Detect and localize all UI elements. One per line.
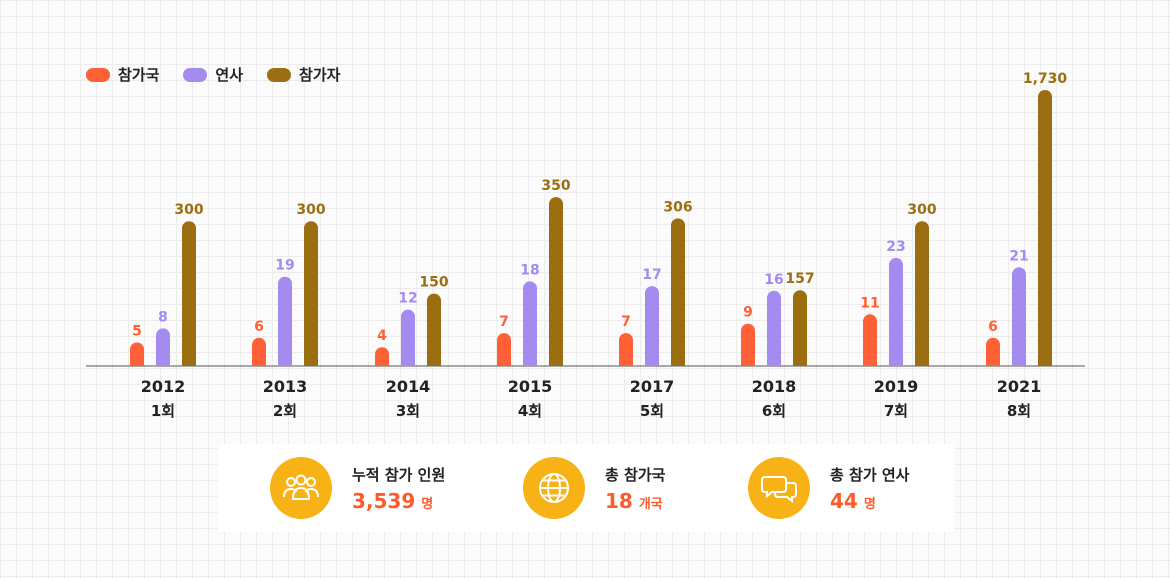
bar-countries-2013 bbox=[252, 337, 266, 366]
bar-countries-2014 bbox=[375, 347, 389, 366]
x-tick-label-2021: 2021 bbox=[997, 377, 1042, 396]
stat-unit: 명 bbox=[421, 496, 434, 512]
bar-speakers-2018 bbox=[767, 290, 781, 366]
legend-swatch-countries bbox=[86, 67, 110, 82]
bar-speakers-2021 bbox=[1012, 267, 1026, 366]
stat-unit: 명 bbox=[863, 496, 876, 512]
chat-bubbles-icon bbox=[748, 457, 810, 519]
data-label-speakers-2021: 21 bbox=[1009, 248, 1028, 264]
bar-participants-2013 bbox=[304, 221, 318, 366]
bar-speakers-2012 bbox=[156, 328, 170, 366]
data-label-countries-2012: 5 bbox=[132, 324, 142, 340]
bar-participants-2021 bbox=[1038, 90, 1052, 366]
stat-unit: 개국 bbox=[638, 496, 663, 512]
bar-countries-2018 bbox=[741, 323, 755, 366]
data-label-participants-2021: 1,730 bbox=[1023, 71, 1068, 87]
x-tick-label-2013: 2013 bbox=[263, 377, 308, 396]
bar-participants-2014 bbox=[427, 293, 441, 366]
data-label-countries-2018: 9 bbox=[743, 305, 753, 321]
stat-total-countries: 총 참가국 18 개국 bbox=[523, 444, 665, 532]
x-sub-label-2015: 4회 bbox=[518, 402, 542, 420]
data-label-participants-2012: 300 bbox=[174, 202, 203, 218]
legend-item-speakers: 연사 bbox=[183, 64, 243, 85]
x-sub-label-2021: 8회 bbox=[1007, 402, 1031, 420]
x-sub-label-2013: 2회 bbox=[273, 402, 297, 420]
x-sub-label-2014: 3회 bbox=[396, 402, 420, 420]
bar-countries-2012 bbox=[130, 342, 144, 366]
summary-panel: 누적 참가 인원 3,539 명 총 참가국 18 개국 bbox=[218, 444, 954, 532]
data-label-participants-2014: 150 bbox=[419, 275, 448, 291]
x-tick-label-2017: 2017 bbox=[630, 377, 675, 396]
data-label-participants-2019: 300 bbox=[907, 202, 936, 218]
data-label-countries-2021: 6 bbox=[988, 319, 998, 335]
data-label-countries-2014: 4 bbox=[377, 328, 387, 344]
bar-participants-2019 bbox=[915, 221, 929, 366]
data-label-participants-2015: 350 bbox=[541, 178, 570, 194]
stat-total-participants: 누적 참가 인원 3,539 명 bbox=[270, 444, 445, 532]
data-label-participants-2013: 300 bbox=[296, 202, 325, 218]
data-label-countries-2015: 7 bbox=[499, 314, 509, 330]
bar-participants-2018 bbox=[793, 290, 807, 366]
globe-icon bbox=[523, 457, 585, 519]
people-icon bbox=[270, 457, 332, 519]
x-sub-label-2019: 7회 bbox=[884, 402, 908, 420]
x-sub-label-2018: 6회 bbox=[762, 402, 786, 420]
legend-label-countries: 참가국 bbox=[118, 66, 160, 84]
data-label-speakers-2014: 12 bbox=[398, 291, 417, 307]
data-label-speakers-2013: 19 bbox=[275, 258, 294, 274]
chart-legend: 참가국 연사 참가자 bbox=[86, 64, 340, 85]
bar-countries-2019 bbox=[863, 314, 877, 366]
bar-participants-2012 bbox=[182, 221, 196, 366]
stat-value: 18 bbox=[605, 488, 633, 513]
legend-swatch-speakers bbox=[183, 67, 208, 82]
data-label-participants-2018: 157 bbox=[785, 271, 814, 287]
stat-label: 총 참가국 bbox=[605, 465, 666, 484]
data-label-countries-2013: 6 bbox=[254, 319, 264, 335]
data-label-speakers-2017: 17 bbox=[642, 267, 661, 283]
data-label-speakers-2019: 23 bbox=[886, 239, 905, 255]
bar-participants-2017 bbox=[671, 218, 685, 366]
data-label-countries-2017: 7 bbox=[621, 314, 631, 330]
bar-speakers-2014 bbox=[401, 309, 415, 366]
data-label-countries-2019: 11 bbox=[860, 295, 879, 311]
data-label-speakers-2018: 16 bbox=[764, 272, 783, 288]
bar-participants-2015 bbox=[549, 197, 563, 366]
legend-swatch-participants bbox=[267, 67, 292, 82]
x-tick-label-2019: 2019 bbox=[874, 377, 919, 396]
legend-label-speakers: 연사 bbox=[215, 66, 244, 84]
bar-countries-2021 bbox=[986, 337, 1000, 366]
bar-speakers-2015 bbox=[523, 281, 537, 366]
x-tick-label-2018: 2018 bbox=[752, 377, 797, 396]
data-label-participants-2017: 306 bbox=[663, 199, 692, 215]
data-label-speakers-2015: 18 bbox=[520, 262, 539, 278]
stat-value: 44 bbox=[830, 488, 858, 513]
x-tick-label-2015: 2015 bbox=[508, 377, 553, 396]
bar-speakers-2019 bbox=[889, 257, 903, 366]
legend-item-participants: 참가자 bbox=[267, 64, 340, 85]
stat-label: 총 참가 연사 bbox=[830, 465, 910, 484]
x-sub-label-2017: 5회 bbox=[640, 402, 664, 420]
data-label-speakers-2012: 8 bbox=[158, 309, 168, 325]
bar-speakers-2013 bbox=[278, 276, 292, 366]
legend-item-countries: 참가국 bbox=[86, 64, 159, 85]
stat-value: 3,539 bbox=[352, 488, 416, 513]
x-tick-label-2012: 2012 bbox=[141, 377, 186, 396]
bar-countries-2017 bbox=[619, 333, 633, 366]
stat-label: 누적 참가 인원 bbox=[352, 465, 446, 484]
legend-label-participants: 참가자 bbox=[299, 66, 341, 84]
x-sub-label-2012: 1회 bbox=[151, 402, 175, 420]
stat-total-speakers: 총 참가 연사 44 명 bbox=[748, 444, 909, 532]
bar-countries-2015 bbox=[497, 333, 511, 366]
bar-speakers-2017 bbox=[645, 286, 659, 366]
x-tick-label-2014: 2014 bbox=[386, 377, 431, 396]
